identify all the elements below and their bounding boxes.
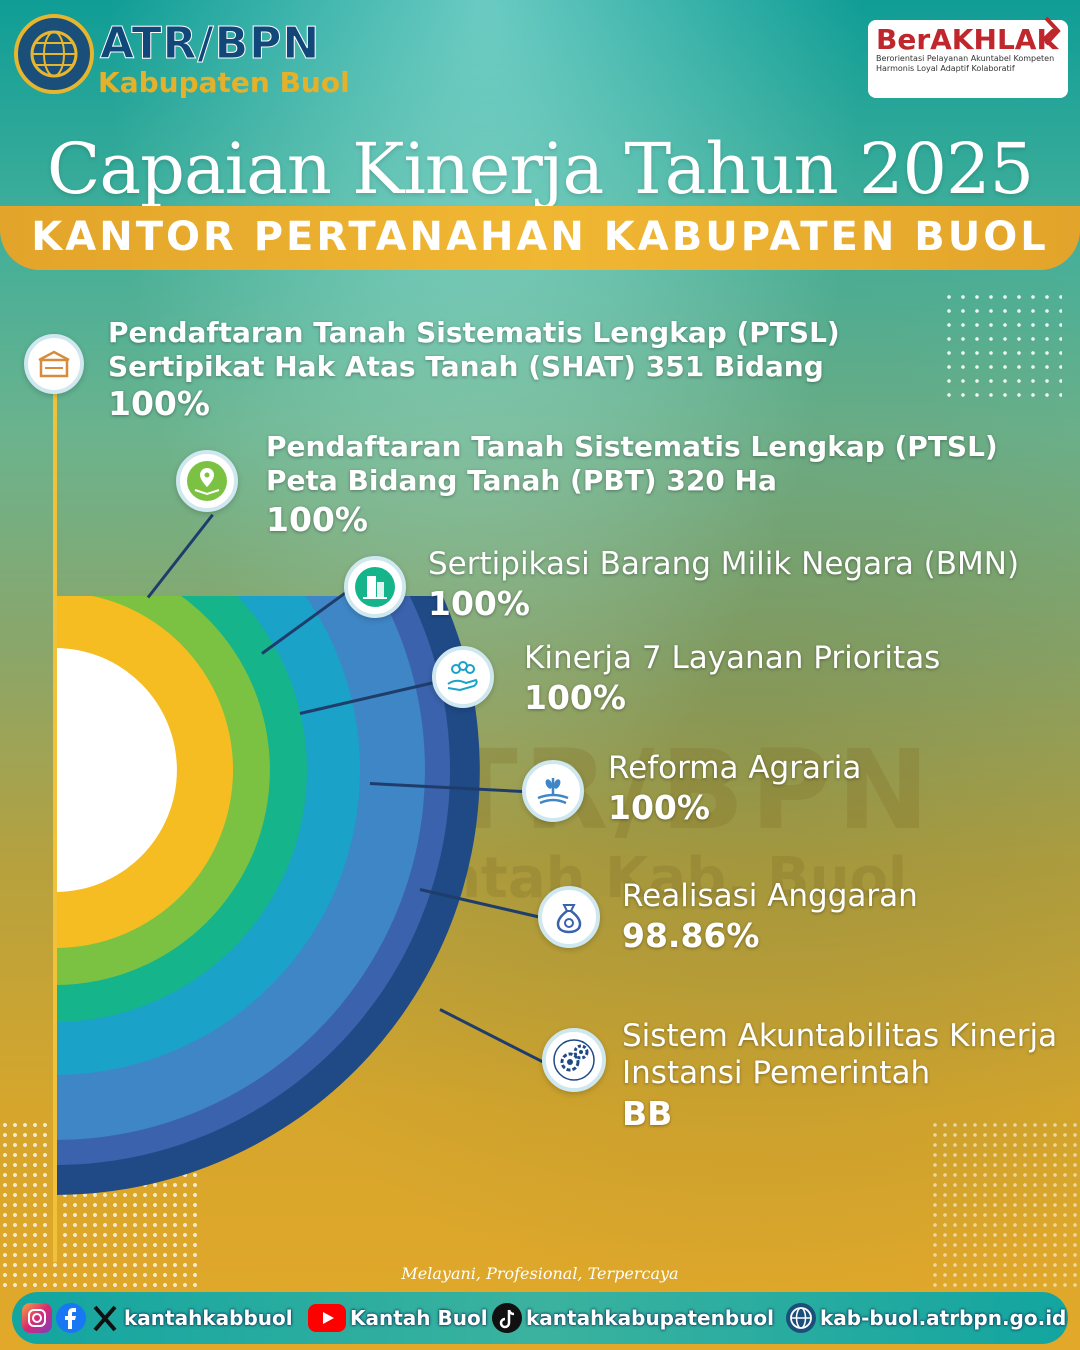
globe-icon <box>786 1303 816 1333</box>
map-pin-icon <box>176 450 238 512</box>
building-icon <box>344 556 406 618</box>
tiktok-icon <box>492 1303 522 1333</box>
item-6-line-1: Realisasi Anggaran <box>622 878 918 914</box>
item-7-line-2: Instansi Pemerintah <box>622 1055 931 1091</box>
brand-subtitle: Kabupaten Buol <box>98 66 350 99</box>
instagram-icon <box>22 1303 52 1333</box>
money-bag-icon <box>538 886 600 948</box>
item-3-value: 100% <box>428 584 530 623</box>
item-1-line-2: Sertipikat Hak Atas Tanah (SHAT) 351 Bid… <box>108 350 824 383</box>
arc-center <box>55 648 177 892</box>
item-7-value: BB <box>622 1094 673 1133</box>
item-4-value: 100% <box>524 678 626 717</box>
social-youtube[interactable]: Kantah Buol <box>308 1300 488 1336</box>
berakhlak-logo: BerAKHLAK Berorientasi Pelayanan Akuntab… <box>868 16 1068 98</box>
document-box-icon <box>24 334 84 394</box>
decorative-dots <box>930 1120 1080 1290</box>
vertical-guide-line <box>53 362 57 1262</box>
website-url-text: kab-buol.atrbpn.go.id <box>820 1306 1067 1330</box>
footer-bar <box>12 1292 1068 1344</box>
gears-icon <box>542 1028 606 1092</box>
item-5-line-1: Reforma Agraria <box>608 750 862 786</box>
item-3-line-1: Sertipikasi Barang Milik Negara (BMN) <box>428 546 1020 582</box>
item-7-line-1: Sistem Akuntabilitas Kinerja <box>622 1018 1058 1054</box>
youtube-channel-text: Kantah Buol <box>350 1306 488 1330</box>
item-1-line-1: Pendaftaran Tanah Sistematis Lengkap (PT… <box>108 316 840 349</box>
item-4-line-1: Kinerja 7 Layanan Prioritas <box>524 640 941 676</box>
tagline: Melayani, Profesional, Terpercaya <box>401 1264 679 1283</box>
x-twitter-icon <box>90 1303 120 1333</box>
decorative-dots <box>942 290 1062 400</box>
brand-name: ATR/BPN <box>99 18 321 70</box>
subtitle-banner <box>0 206 1080 270</box>
social-website[interactable]: kab-buol.atrbpn.go.id <box>786 1300 1066 1336</box>
page-subtitle: KANTOR PERTANAHAN KABUPATEN BUOL <box>31 214 1049 260</box>
social-tiktok[interactable]: kantahkabupatenbuol <box>492 1300 774 1336</box>
tiktok-handle-text: kantahkabupatenbuol <box>526 1306 775 1330</box>
youtube-icon <box>308 1304 346 1332</box>
social-handle-text: kantahkabbuol <box>124 1306 293 1330</box>
item-2-line-2: Peta Bidang Tanah (PBT) 320 Ha <box>266 464 777 497</box>
social-instagram-facebook-x[interactable]: kantahkabbuol <box>22 1300 293 1336</box>
people-hand-icon <box>432 646 494 708</box>
facebook-icon <box>56 1303 86 1333</box>
wheat-field-icon <box>522 760 584 822</box>
atr-bpn-logo <box>14 14 94 94</box>
item-6-value: 98.86% <box>622 916 760 955</box>
item-1-value: 100% <box>108 384 210 423</box>
chevron-right-icon <box>1044 16 1061 46</box>
item-5-value: 100% <box>608 788 710 827</box>
item-2-line-1: Pendaftaran Tanah Sistematis Lengkap (PT… <box>266 430 998 463</box>
page-title: Capaian Kinerja Tahun 2025 <box>46 128 1034 210</box>
item-2-value: 100% <box>266 500 368 539</box>
